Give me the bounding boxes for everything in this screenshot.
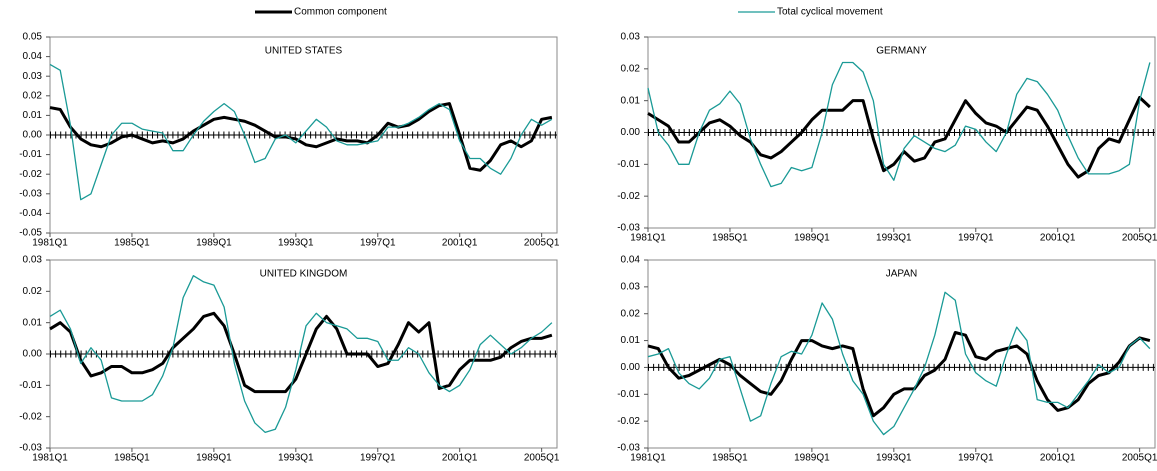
series-line (49, 102, 553, 172)
y-tick-label: -0.03 (617, 223, 640, 234)
x-tick-label: 1993Q1 (278, 238, 314, 249)
series-line (49, 63, 553, 201)
y-tick-label: 0.03 (23, 255, 43, 266)
y-tick-label: -0.01 (19, 149, 42, 160)
y-tick-label: 0.00 (23, 349, 43, 360)
y-tick-label: 0.03 (621, 32, 641, 43)
x-tick-label: 2005Q1 (524, 238, 560, 249)
y-tick-label: 0.04 (23, 51, 43, 62)
series-line (647, 331, 1151, 418)
series-line (49, 275, 553, 433)
series-line (647, 291, 1151, 436)
y-tick-label: -0.03 (19, 188, 42, 199)
legend-label: Common component (294, 7, 387, 18)
x-tick-label: 1985Q1 (114, 453, 150, 464)
x-tick-label: 1989Q1 (794, 233, 830, 244)
y-tick-label: 0.04 (621, 255, 641, 266)
x-tick-label: 2005Q1 (524, 453, 560, 464)
x-tick-label: 1981Q1 (32, 238, 68, 249)
panel-title: GERMANY (876, 46, 927, 57)
y-tick-label: 0.00 (621, 362, 641, 373)
panel-title: JAPAN (886, 269, 918, 280)
y-tick-label: 0.00 (23, 130, 43, 141)
x-tick-label: 1981Q1 (630, 233, 666, 244)
y-tick-label: -0.04 (19, 208, 42, 219)
y-tick-label: -0.01 (19, 380, 42, 391)
x-tick-label: 1997Q1 (360, 238, 396, 249)
panel-title: UNITED KINGDOM (260, 269, 348, 280)
y-tick-label: 0.02 (23, 286, 43, 297)
y-tick-label: -0.01 (617, 159, 640, 170)
y-tick-label: 0.02 (23, 90, 43, 101)
panel-title: UNITED STATES (265, 46, 343, 57)
x-tick-label: 1993Q1 (278, 453, 314, 464)
x-tick-label: 1985Q1 (712, 233, 748, 244)
x-tick-label: 1989Q1 (196, 238, 232, 249)
y-tick-label: 0.01 (621, 335, 641, 346)
y-tick-label: -0.01 (617, 389, 640, 400)
x-tick-label: 1997Q1 (360, 453, 396, 464)
x-tick-label: 1989Q1 (196, 453, 232, 464)
y-tick-label: 0.00 (621, 127, 641, 138)
y-tick-label: 0.03 (23, 71, 43, 82)
x-tick-label: 1985Q1 (114, 238, 150, 249)
y-tick-label: -0.02 (19, 169, 42, 180)
y-tick-label: 0.01 (23, 110, 43, 121)
y-tick-label: 0.01 (621, 95, 641, 106)
x-tick-label: 1993Q1 (876, 233, 912, 244)
x-tick-label: 1989Q1 (794, 453, 830, 464)
y-tick-label: 0.02 (621, 63, 641, 74)
y-tick-label: -0.02 (617, 416, 640, 427)
x-tick-label: 2001Q1 (1040, 233, 1076, 244)
y-tick-label: -0.02 (617, 191, 640, 202)
y-tick-label: -0.03 (617, 443, 640, 454)
x-tick-label: 1981Q1 (32, 453, 68, 464)
x-tick-label: 2001Q1 (442, 453, 478, 464)
y-tick-label: -0.03 (19, 443, 42, 454)
x-tick-label: 1985Q1 (712, 453, 748, 464)
y-tick-label: 0.05 (23, 32, 43, 43)
x-tick-label: 2001Q1 (442, 238, 478, 249)
series-line (647, 95, 1151, 179)
x-tick-label: 1981Q1 (630, 453, 666, 464)
x-tick-label: 2005Q1 (1122, 453, 1157, 464)
y-tick-label: 0.01 (23, 317, 43, 328)
y-tick-label: -0.02 (19, 411, 42, 422)
x-tick-label: 1997Q1 (958, 453, 994, 464)
y-tick-label: 0.02 (621, 308, 641, 319)
y-tick-label: 0.03 (621, 281, 641, 292)
series-line (49, 311, 553, 394)
y-tick-label: -0.05 (19, 228, 42, 239)
legend-label: Total cyclical movement (777, 7, 883, 18)
plot-frame (647, 259, 1156, 449)
series-line (647, 61, 1151, 188)
x-tick-label: 1997Q1 (958, 233, 994, 244)
x-tick-label: 2005Q1 (1122, 233, 1157, 244)
x-tick-label: 2001Q1 (1040, 453, 1076, 464)
x-tick-label: 1993Q1 (876, 453, 912, 464)
